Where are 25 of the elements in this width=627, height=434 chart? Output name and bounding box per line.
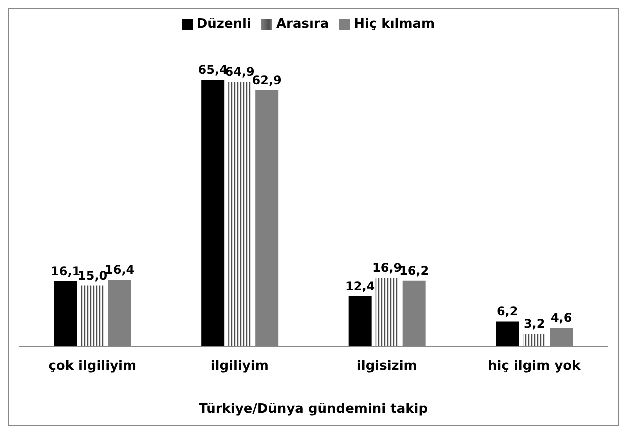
bar — [523, 334, 546, 347]
data-label: 65,4 — [198, 63, 228, 78]
legend-label: Arasıra — [276, 17, 330, 32]
data-label: 15,0 — [78, 268, 108, 283]
data-label: 6,2 — [496, 304, 518, 319]
bar — [496, 322, 520, 347]
x-tick-label: hiç ilgim yok — [488, 359, 582, 374]
legend-label: Düzenli — [196, 17, 252, 32]
data-label: 12,4 — [346, 279, 376, 294]
bar — [81, 286, 104, 347]
data-label: 16,2 — [400, 264, 430, 278]
x-tick-label: ilgisizim — [356, 359, 418, 374]
bar — [376, 278, 399, 347]
bar — [54, 281, 78, 347]
x-tick-label: ilgiliyim — [210, 359, 269, 374]
legend-label: Hiç kılmam — [354, 17, 436, 32]
bar — [202, 80, 225, 347]
data-label: 16,1 — [51, 264, 81, 278]
x-axis-title: Türkiye/Dünya gündemini takip — [198, 402, 428, 417]
data-label: 16,9 — [372, 261, 402, 276]
bar — [228, 82, 252, 347]
bar — [348, 296, 372, 347]
data-label: 4,6 — [550, 311, 572, 326]
x-tick-label: çok ilgiliyim — [48, 359, 137, 374]
data-label: 3,2 — [524, 316, 546, 331]
